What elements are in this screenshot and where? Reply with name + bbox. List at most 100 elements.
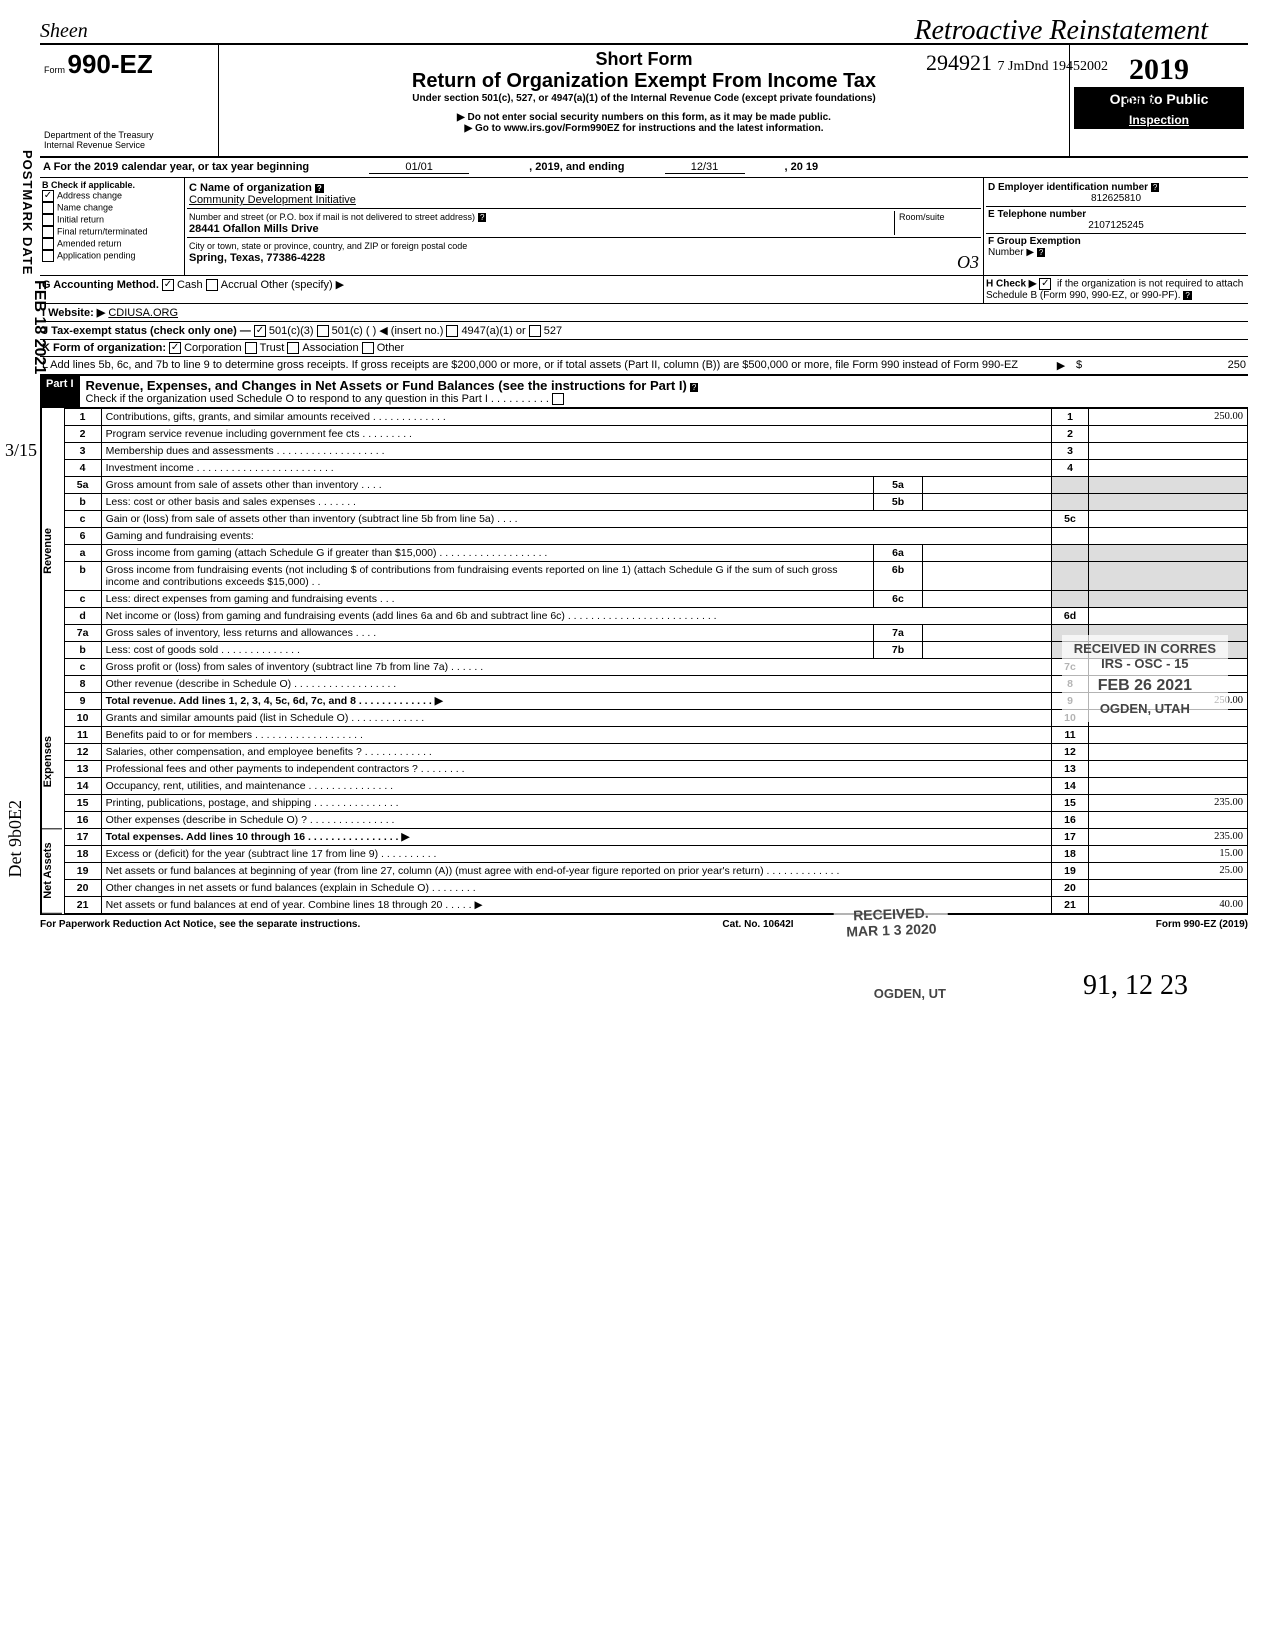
j-4947-checkbox[interactable] — [446, 325, 458, 337]
retro-num-hand: 294921 7 JmDnd 19452002 — [926, 50, 1108, 76]
l-arrow: ▶ — [1046, 359, 1076, 372]
line-subval — [923, 494, 1052, 511]
line-rval — [1089, 812, 1248, 829]
b-checkbox-3[interactable] — [42, 226, 54, 238]
e-value: 2107125245 — [988, 220, 1244, 231]
line-rval — [1089, 545, 1248, 562]
line-rval — [1089, 608, 1248, 625]
line-desc: Contributions, gifts, grants, and simila… — [101, 409, 1051, 426]
row-k: K Form of organization: Corporation Trus… — [40, 340, 1248, 357]
accrual-label: Accrual — [221, 279, 258, 291]
line-desc: Net assets or fund balances at beginning… — [101, 863, 1051, 880]
line-rnum: 5c — [1052, 511, 1089, 528]
j-label: J Tax-exempt status (check only one) — — [42, 325, 251, 337]
e-label: E Telephone number — [988, 209, 1086, 220]
k-trust-checkbox[interactable] — [245, 342, 257, 354]
b-item-3: Final return/terminated — [57, 226, 148, 236]
line-subnum: 7b — [874, 642, 923, 659]
accrual-checkbox[interactable] — [206, 279, 218, 291]
footer: For Paperwork Reduction Act Notice, see … — [40, 914, 1248, 930]
b-label: B Check if applicable. — [42, 180, 135, 190]
k-assoc-checkbox[interactable] — [287, 342, 299, 354]
line-desc: Less: direct expenses from gaming and fu… — [101, 591, 873, 608]
line-desc: Gaming and fundraising events: — [101, 528, 1051, 545]
line-rval: 40.00 — [1089, 897, 1248, 914]
line-num: 13 — [64, 761, 101, 778]
part1-header: Part I Revenue, Expenses, and Changes in… — [40, 376, 1248, 408]
line-desc: Less: cost of goods sold . . . . . . . .… — [101, 642, 873, 659]
part1-checkbox[interactable] — [552, 393, 564, 405]
line-subval — [923, 477, 1052, 494]
j-501c3-checkbox[interactable] — [254, 325, 266, 337]
line-desc: Benefits paid to or for members . . . . … — [101, 727, 1051, 744]
line-subval — [923, 562, 1052, 591]
b-checkbox-2[interactable] — [42, 214, 54, 226]
j-527-checkbox[interactable] — [529, 325, 541, 337]
line-desc: Total revenue. Add lines 1, 2, 3, 4, 5c,… — [101, 693, 1051, 710]
line-rnum — [1052, 494, 1089, 511]
line-rval: 15.00 — [1089, 846, 1248, 863]
line-num: 18 — [64, 846, 101, 863]
line-rval — [1089, 528, 1248, 545]
line-subval — [923, 642, 1052, 659]
b-item-4: Amended return — [57, 238, 122, 248]
row-l: L Add lines 5b, 6c, and 7b to line 9 to … — [40, 357, 1248, 376]
line-rnum: 6d — [1052, 608, 1089, 625]
line-rnum — [1052, 477, 1089, 494]
k-label: K Form of organization: — [42, 342, 166, 354]
form-header-left: Form 990-EZ Department of the Treasury I… — [40, 45, 219, 156]
line-subval — [923, 591, 1052, 608]
line-subval — [923, 545, 1052, 562]
line-subval — [923, 625, 1052, 642]
footer-right: Form 990-EZ (2019) — [1156, 919, 1248, 930]
line-rnum: 16 — [1052, 812, 1089, 829]
line-num: b — [64, 494, 101, 511]
line-desc: Printing, publications, postage, and shi… — [101, 795, 1051, 812]
postmark-stamp: POSTMARK DATE — [20, 150, 35, 275]
part1-tag: Part I — [40, 376, 80, 407]
line-rval — [1089, 727, 1248, 744]
k-opt3: Other — [377, 342, 405, 354]
h-checkbox[interactable] — [1039, 278, 1051, 290]
goto-label: ▶ Go to www.irs.gov/Form990EZ for instru… — [223, 123, 1065, 134]
line-rnum: 21 — [1052, 897, 1089, 914]
col-b: B Check if applicable. Address changeNam… — [40, 178, 185, 275]
line-rval: 235.00 — [1089, 829, 1248, 846]
bottom-hand: 91, 12 23 — [40, 970, 1188, 1002]
l-value: 250 — [1096, 359, 1246, 372]
ogden-stamp: OGDEN, UT — [862, 980, 958, 1007]
k-opt0: Corporation — [184, 342, 241, 354]
other-label: Other (specify) ▶ — [260, 279, 344, 291]
b-checkbox-1[interactable] — [42, 202, 54, 214]
form-number: 990-EZ — [68, 49, 153, 79]
k-corp-checkbox[interactable] — [169, 342, 181, 354]
line-desc: Other revenue (describe in Schedule O) .… — [101, 676, 1051, 693]
line-num: 9 — [64, 693, 101, 710]
b-item-1: Name change — [57, 202, 113, 212]
col-c: C Name of organization ? Community Devel… — [185, 178, 984, 275]
line-num: 8 — [64, 676, 101, 693]
line-subnum: 7a — [874, 625, 923, 642]
j-501c-checkbox[interactable] — [317, 325, 329, 337]
cash-checkbox[interactable] — [162, 279, 174, 291]
line-num: 10 — [64, 710, 101, 727]
line-subnum: 6a — [874, 545, 923, 562]
b-item-5: Application pending — [57, 250, 136, 260]
city-value: Spring, Texas, 77386-4228 — [189, 252, 325, 264]
row-a-begin: 01/01 — [369, 161, 469, 174]
line-rnum: 3 — [1052, 443, 1089, 460]
b-checkbox-4[interactable] — [42, 238, 54, 250]
row-a-mid: , 2019, and ending — [529, 161, 624, 174]
b-checkbox-5[interactable] — [42, 250, 54, 262]
line-rval — [1089, 761, 1248, 778]
k-other-checkbox[interactable] — [362, 342, 374, 354]
line-num: 17 — [64, 829, 101, 846]
warn-label: ▶ Do not enter social security numbers o… — [223, 112, 1065, 123]
line-rval — [1089, 426, 1248, 443]
i-label: I Website: ▶ — [42, 307, 105, 319]
line-rval — [1089, 443, 1248, 460]
line-num: b — [64, 642, 101, 659]
line-rval — [1089, 511, 1248, 528]
part1-title: Revenue, Expenses, and Changes in Net As… — [86, 378, 687, 393]
b-checkbox-0[interactable] — [42, 190, 54, 202]
